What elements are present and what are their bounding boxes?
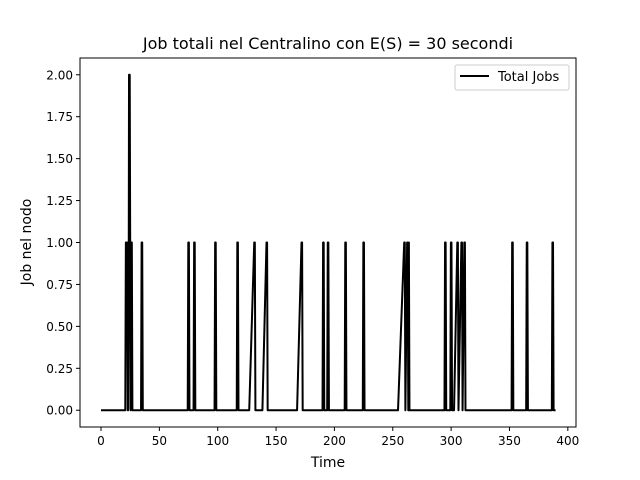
- legend-box: [454, 64, 570, 91]
- x-tick-label: 0: [97, 434, 105, 448]
- x-axis: 0 50 100 150 200 250 300 350 400: [97, 427, 579, 448]
- x-tick-label: 400: [556, 434, 579, 448]
- x-tick-label: 350: [498, 434, 521, 448]
- legend-label-total-jobs: Total Jobs: [497, 70, 560, 85]
- x-tick-label: 150: [265, 434, 288, 448]
- series-layer: [101, 73, 556, 412]
- y-tick-label: 1.00: [46, 236, 73, 250]
- x-axis-label: Time: [310, 455, 345, 471]
- y-tick-label: 0.50: [46, 320, 73, 334]
- y-tick-label: 0.00: [46, 404, 73, 418]
- y-axis: 0.00 0.25 0.50 0.75 1.00 1.25 1.50 1.75 2.00: [46, 68, 80, 418]
- series-line-total-jobs: [101, 73, 556, 412]
- y-tick-label: 2.00: [46, 68, 73, 82]
- y-tick-label: 1.50: [46, 152, 73, 166]
- y-tick-label: 1.75: [46, 110, 73, 124]
- x-tick-label: 300: [440, 434, 463, 448]
- legend: Total Jobs: [454, 64, 570, 91]
- y-tick-label: 0.75: [46, 278, 73, 292]
- chart-title: Job totali nel Centralino con E(S) = 30 …: [142, 34, 513, 53]
- x-tick-label: 100: [206, 434, 229, 448]
- x-tick-label: 250: [381, 434, 404, 448]
- x-tick-label: 50: [152, 434, 167, 448]
- y-axis-label: Job nel nodo: [19, 199, 35, 287]
- y-tick-label: 1.25: [46, 194, 73, 208]
- y-tick-label: 0.25: [46, 362, 73, 376]
- x-tick-label: 200: [323, 434, 346, 448]
